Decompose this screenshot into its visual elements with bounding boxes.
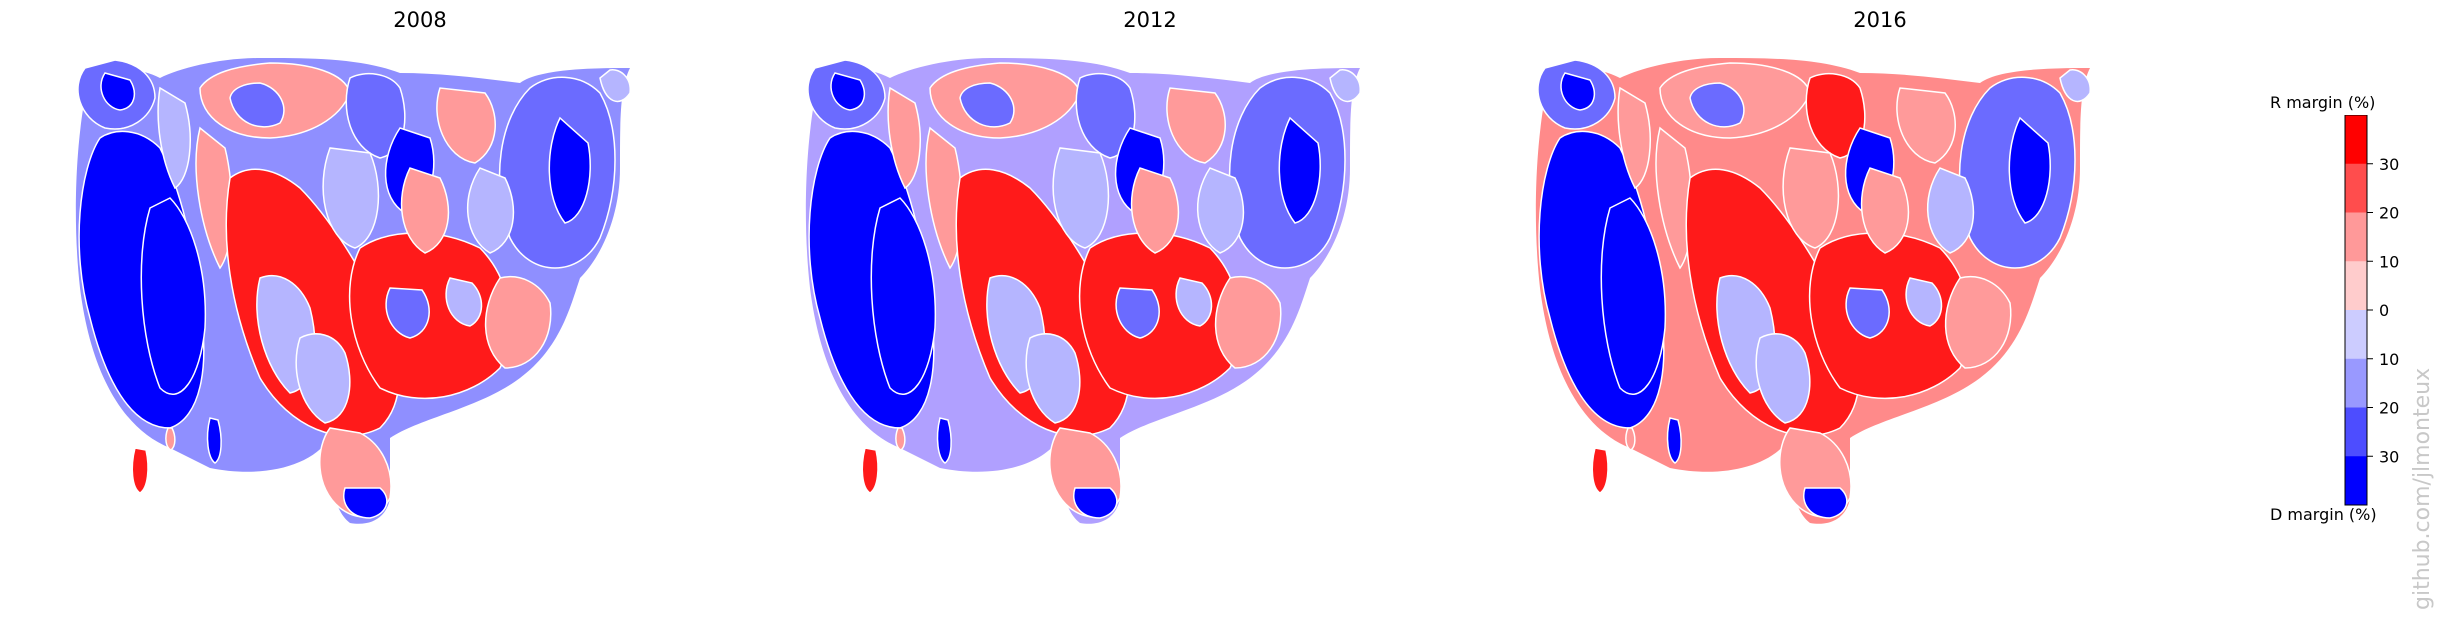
cartogram-region (131, 447, 149, 494)
colorbar-tick-label: 0 (2379, 301, 2389, 320)
cartogram-region (1130, 167, 1180, 254)
cartogram-region (1115, 287, 1160, 339)
cartogram-region (959, 82, 1015, 128)
map-panel-2008: 2008 (40, 0, 800, 618)
colorbar-tick-label: 20 (2379, 204, 2399, 223)
cartogram-region (895, 427, 906, 451)
cartogram-region (206, 417, 222, 464)
cartogram-region (1782, 147, 1840, 249)
cartogram-region (165, 427, 176, 451)
cartogram-region (225, 168, 400, 437)
colorbar-tick-label: 30 (2379, 447, 2399, 466)
cartogram-map (805, 58, 1361, 524)
cartogram-region (1803, 487, 1848, 519)
cartogram-region (295, 333, 351, 424)
cartogram-region (484, 276, 552, 369)
cartogram-region (1755, 333, 1811, 424)
colorbar-segment (2345, 407, 2367, 457)
cartogram-region (548, 116, 591, 224)
colorbar-tick-label: 30 (2379, 155, 2399, 174)
panel-title: 2016 (1853, 8, 1907, 32)
cartogram-region (1591, 447, 1609, 494)
colorbar-bottom-label: D margin (%) (2270, 505, 2377, 524)
cartogram-map (75, 58, 631, 524)
cartogram-region (1278, 116, 1321, 224)
colorbar-segment (2345, 310, 2367, 360)
cartogram-region (1560, 72, 1596, 111)
cartogram-region (830, 72, 866, 111)
cartogram-region (1625, 427, 1636, 451)
cartogram-region (887, 86, 921, 190)
cartogram-region (1329, 69, 1361, 103)
cartogram-region (1685, 168, 1860, 437)
cartogram-region (467, 167, 515, 254)
colorbar-top-label: R margin (%) (2270, 93, 2376, 112)
cartogram-region (599, 69, 631, 103)
cartogram-region (1175, 277, 1213, 327)
panel-title: 2012 (1123, 8, 1177, 32)
colorbar-segment (2345, 456, 2367, 506)
cartogram-region (343, 487, 388, 519)
colorbar-tick-label: 10 (2379, 350, 2399, 369)
cartogram-region (400, 167, 450, 254)
cartogram-region (229, 82, 285, 128)
cartogram-region (1666, 417, 1682, 464)
cartogram-region (1025, 333, 1081, 424)
cartogram-region (1944, 276, 2012, 369)
cartogram-region (140, 197, 207, 395)
cartogram-region (1073, 487, 1118, 519)
cartogram-region (436, 87, 496, 164)
cartogram-region (1214, 276, 1282, 369)
cartogram-region (1166, 87, 1226, 164)
cartogram-region (955, 168, 1130, 437)
watermark-text: github.com/jlmonteux (2410, 367, 2435, 610)
cartogram-region (1197, 167, 1245, 254)
cartogram-region (322, 147, 380, 249)
colorbar-segment (2345, 212, 2367, 262)
cartogram-region (1927, 167, 1975, 254)
colorbar-segment (2345, 115, 2367, 165)
cartogram-region (445, 277, 483, 327)
colorbar-tick-label: 10 (2379, 252, 2399, 271)
cartogram-region (100, 72, 136, 111)
map-panel-2016: 2016 (1500, 0, 2260, 618)
cartogram-region (1689, 82, 1745, 128)
cartogram-map (1535, 58, 2091, 524)
cartogram-region (1905, 277, 1943, 327)
panel-title: 2008 (393, 8, 447, 32)
colorbar-tick-label: 20 (2379, 399, 2399, 418)
cartogram-region (157, 86, 191, 190)
colorbar-scale: 30 20 10 0 10 20 30 (2344, 115, 2399, 506)
cartogram-region (1617, 86, 1651, 190)
cartogram-region (1845, 287, 1890, 339)
cartogram-region (861, 447, 879, 494)
cartogram-region (1052, 147, 1110, 249)
cartogram-region (1896, 87, 1956, 164)
cartogram-region (2059, 69, 2091, 103)
map-panel-2012: 2012 (770, 0, 1530, 618)
colorbar-segment (2345, 163, 2367, 213)
cartogram-region (870, 197, 937, 395)
cartogram-region (2008, 116, 2051, 224)
colorbar-segment (2345, 358, 2367, 408)
colorbar-segment (2345, 261, 2367, 311)
cartogram-region (1860, 167, 1910, 254)
cartogram-region (385, 287, 430, 339)
colorbar: R margin (%) 30 20 10 0 10 20 30 D margin (%) (2270, 90, 2430, 530)
cartogram-region (1600, 197, 1667, 395)
cartogram-region (936, 417, 952, 464)
